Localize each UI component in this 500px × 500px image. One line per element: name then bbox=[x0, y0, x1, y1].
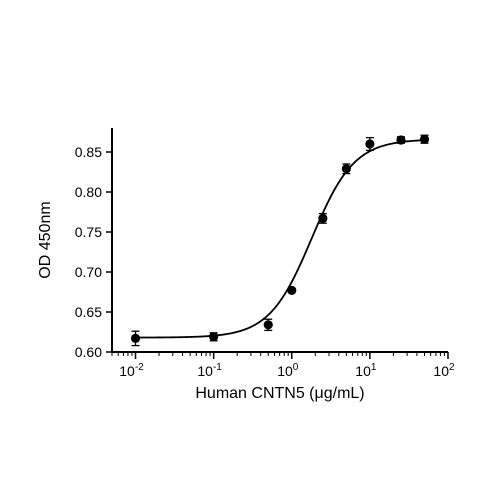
x-axis-title: Human CNTN5 (μg/mL) bbox=[195, 385, 364, 402]
x-tick-label: 101 bbox=[355, 362, 377, 379]
y-tick-label: 0.60 bbox=[75, 344, 102, 360]
data-point bbox=[263, 320, 273, 330]
x-tick-label: 102 bbox=[433, 362, 455, 379]
data-point bbox=[130, 333, 141, 343]
fit-curve bbox=[135, 139, 425, 339]
x-tick-label: 100 bbox=[277, 362, 299, 379]
data-point bbox=[396, 135, 406, 145]
y-tick-label: 0.80 bbox=[75, 184, 102, 200]
x-tick-label: 10-2 bbox=[119, 362, 144, 379]
y-tick-label: 0.85 bbox=[75, 144, 102, 160]
data-point bbox=[287, 285, 297, 295]
y-tick-label: 0.70 bbox=[75, 264, 102, 280]
data-point bbox=[318, 213, 328, 223]
y-axis-title: OD 450nm bbox=[37, 201, 54, 278]
data-point bbox=[341, 164, 351, 174]
data-point bbox=[419, 134, 430, 144]
y-tick-label: 0.75 bbox=[75, 224, 102, 240]
x-tick-label: 10-1 bbox=[197, 362, 222, 379]
y-tick-label: 0.65 bbox=[75, 304, 102, 320]
data-point bbox=[365, 139, 375, 149]
data-point bbox=[209, 332, 219, 342]
